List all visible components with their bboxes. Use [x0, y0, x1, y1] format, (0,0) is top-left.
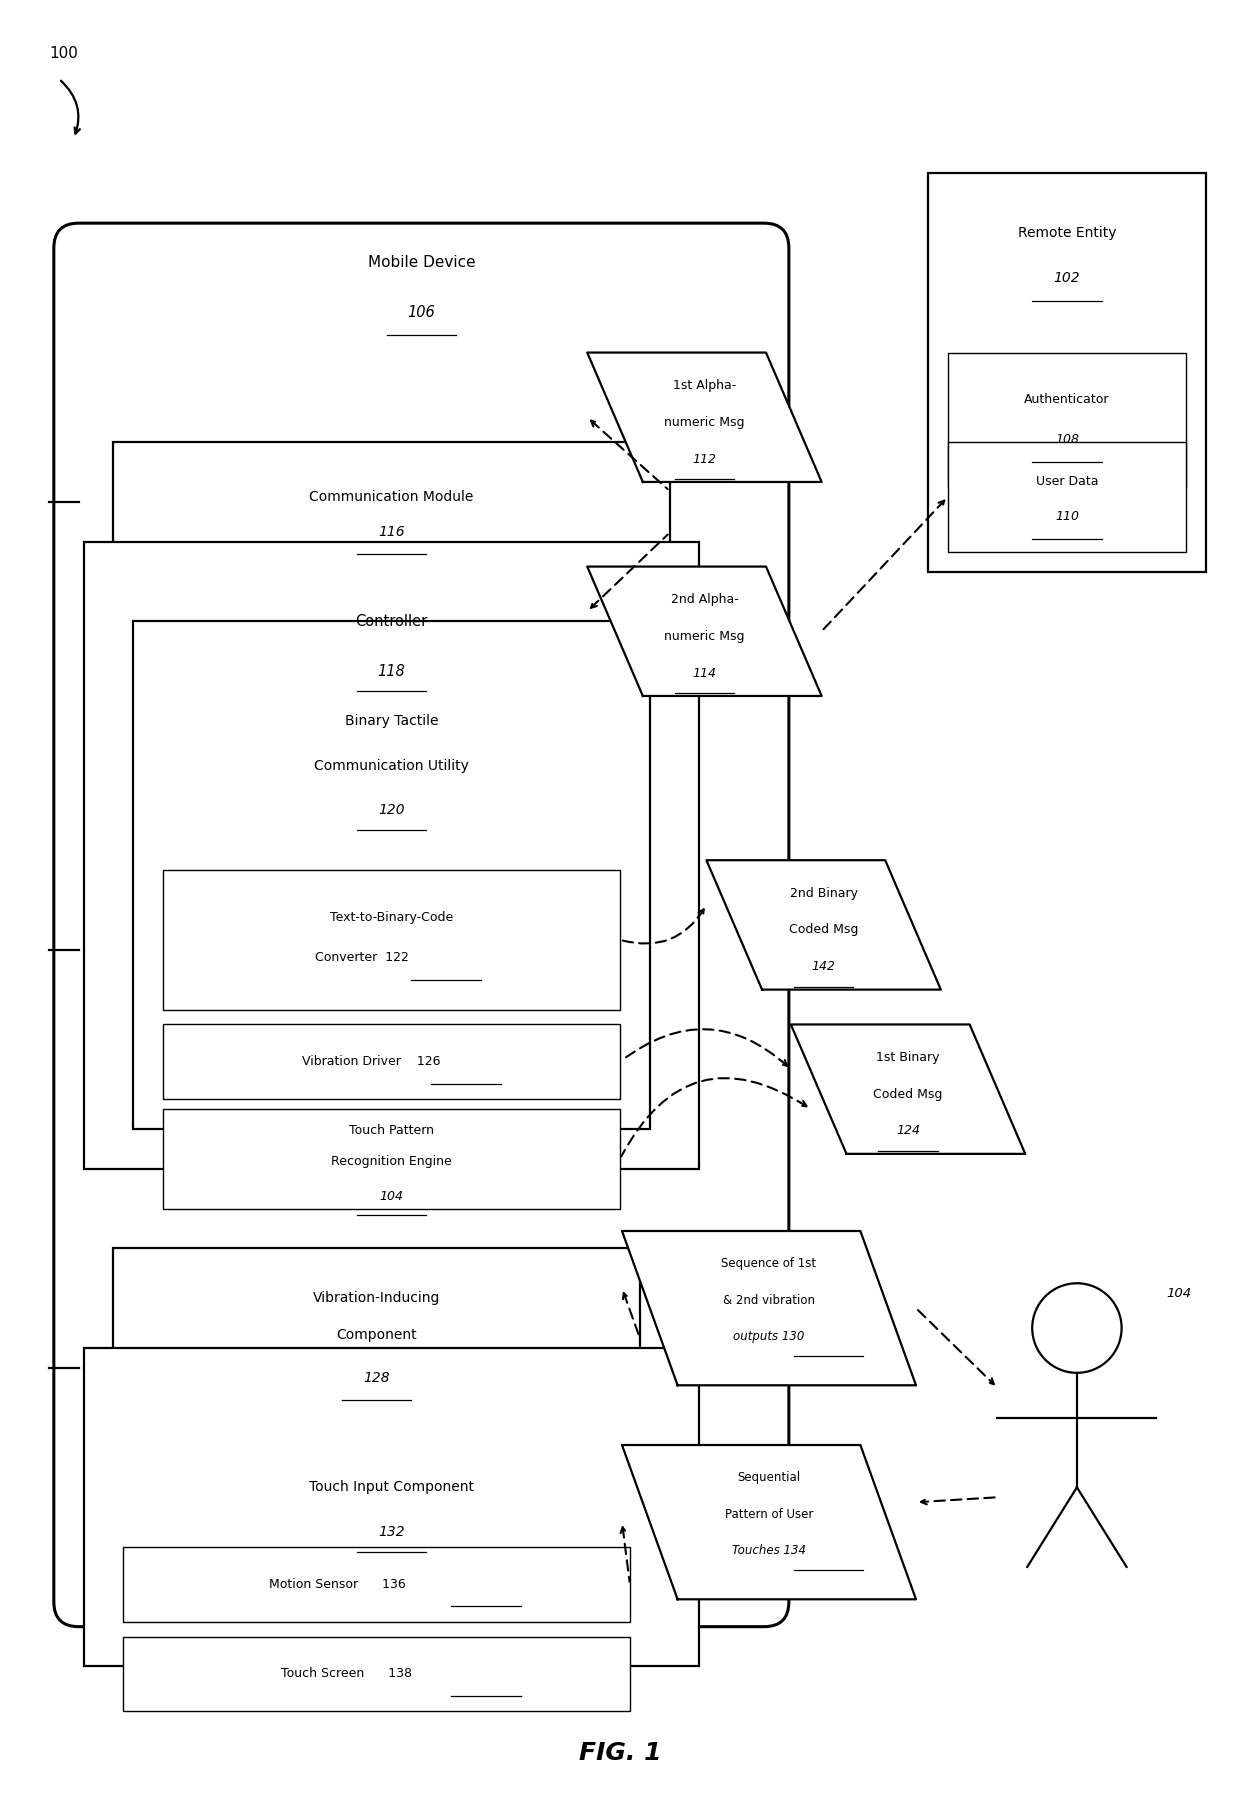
Text: 1st Binary: 1st Binary — [877, 1051, 940, 1064]
Text: Pattern of User: Pattern of User — [725, 1508, 813, 1520]
Text: Communication Module: Communication Module — [309, 489, 474, 504]
Bar — [113, 1248, 640, 1428]
Text: Motion Sensor      136: Motion Sensor 136 — [269, 1578, 405, 1591]
Bar — [123, 1636, 630, 1711]
Polygon shape — [622, 1444, 916, 1600]
Text: Sequence of 1st: Sequence of 1st — [722, 1258, 817, 1270]
Text: 1st Alpha-: 1st Alpha- — [673, 379, 737, 391]
Text: Converter  122: Converter 122 — [315, 951, 409, 964]
Text: Vibration Driver    126: Vibration Driver 126 — [303, 1055, 441, 1069]
Bar — [164, 870, 620, 1009]
Bar — [113, 442, 670, 582]
Text: FIG. 1: FIG. 1 — [579, 1741, 661, 1765]
FancyBboxPatch shape — [53, 223, 789, 1627]
Bar — [947, 353, 1187, 487]
Text: Touches 134: Touches 134 — [732, 1544, 806, 1557]
Text: Component: Component — [336, 1328, 417, 1343]
Text: Sequential: Sequential — [738, 1471, 801, 1484]
Polygon shape — [707, 861, 941, 989]
Text: numeric Msg: numeric Msg — [665, 415, 745, 429]
Text: Coded Msg: Coded Msg — [873, 1087, 942, 1100]
Text: & 2nd vibration: & 2nd vibration — [723, 1294, 815, 1306]
Text: 120: 120 — [378, 803, 404, 817]
Text: Binary Tactile: Binary Tactile — [345, 714, 438, 728]
Bar — [83, 1348, 699, 1667]
Text: Touch Screen      138: Touch Screen 138 — [281, 1667, 413, 1680]
Text: numeric Msg: numeric Msg — [665, 631, 745, 643]
Text: 108: 108 — [1055, 433, 1079, 446]
Bar — [133, 622, 650, 1129]
Text: Touch Input Component: Touch Input Component — [309, 1480, 474, 1495]
Text: 106: 106 — [408, 304, 435, 321]
Text: 124: 124 — [897, 1125, 920, 1138]
Bar — [164, 1109, 620, 1209]
Polygon shape — [588, 353, 822, 482]
Bar — [928, 174, 1207, 571]
Text: 114: 114 — [692, 667, 717, 680]
Text: User Data: User Data — [1035, 475, 1099, 489]
Bar — [83, 542, 699, 1169]
Polygon shape — [791, 1024, 1025, 1154]
Text: Remote Entity: Remote Entity — [1018, 226, 1116, 241]
Text: Controller: Controller — [356, 614, 428, 629]
Text: Recognition Engine: Recognition Engine — [331, 1156, 451, 1169]
Text: 110: 110 — [1055, 511, 1079, 524]
Text: 2nd Binary: 2nd Binary — [790, 886, 858, 899]
Text: 132: 132 — [378, 1526, 404, 1538]
Text: Text-to-Binary-Code: Text-to-Binary-Code — [330, 911, 453, 924]
Text: 104: 104 — [379, 1190, 403, 1203]
Text: 2nd Alpha-: 2nd Alpha- — [671, 593, 738, 605]
Text: Vibration-Inducing: Vibration-Inducing — [312, 1292, 440, 1305]
Polygon shape — [622, 1230, 916, 1386]
Polygon shape — [588, 567, 822, 696]
Text: Touch Pattern: Touch Pattern — [348, 1125, 434, 1138]
Text: Communication Utility: Communication Utility — [314, 759, 469, 772]
Text: 104: 104 — [1167, 1287, 1192, 1299]
Text: 102: 102 — [1054, 272, 1080, 284]
Text: 118: 118 — [378, 663, 405, 678]
Text: 116: 116 — [378, 525, 404, 538]
Circle shape — [1032, 1283, 1122, 1373]
Text: outputs 130: outputs 130 — [733, 1330, 805, 1343]
Text: Mobile Device: Mobile Device — [367, 255, 475, 270]
Bar — [164, 1024, 620, 1100]
Text: Coded Msg: Coded Msg — [789, 924, 858, 937]
Bar — [947, 442, 1187, 551]
Text: Authenticator: Authenticator — [1024, 393, 1110, 406]
Text: 100: 100 — [48, 47, 78, 62]
Text: 128: 128 — [363, 1372, 389, 1384]
Bar — [123, 1547, 630, 1622]
Text: 112: 112 — [692, 453, 717, 466]
Text: 142: 142 — [812, 960, 836, 973]
